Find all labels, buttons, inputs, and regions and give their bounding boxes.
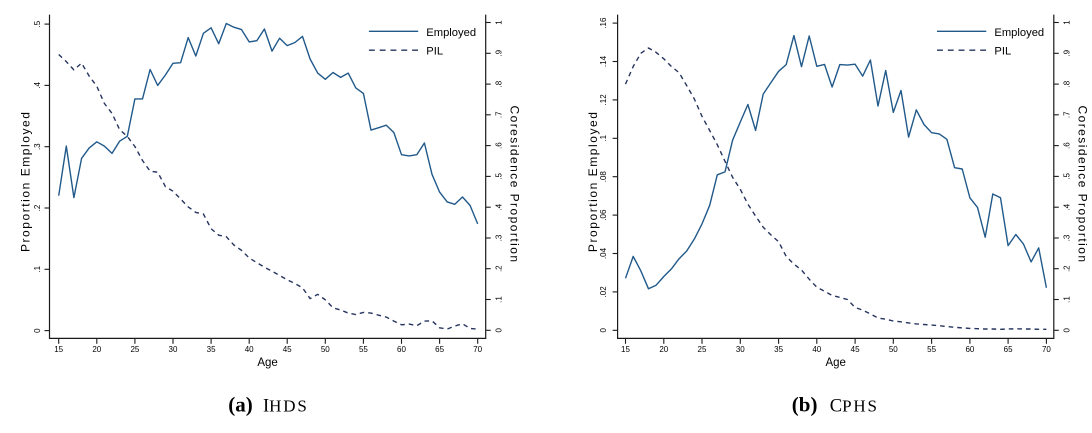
svg-text:.7: .7 [494,111,503,118]
svg-text:.5: .5 [33,20,42,27]
svg-text:70: 70 [473,345,482,354]
svg-text:15: 15 [621,345,630,354]
svg-text:.06: .06 [599,209,608,221]
svg-text:Proportion Employed: Proportion Employed [586,111,600,253]
svg-text:.3: .3 [33,143,42,150]
svg-text:.04: .04 [599,247,608,259]
svg-text:.3: .3 [494,234,503,241]
svg-text:.2: .2 [33,204,42,211]
svg-text:0: 0 [494,328,503,333]
svg-text:0: 0 [1062,328,1071,333]
svg-text:PIL: PIL [426,46,443,58]
svg-text:20: 20 [92,345,101,354]
svg-text:.3: .3 [1062,234,1071,241]
svg-text:70: 70 [1042,345,1051,354]
svg-text:.4: .4 [33,82,42,89]
svg-text:.6: .6 [494,142,503,149]
svg-text:.2: .2 [494,265,503,272]
svg-text:.14: .14 [599,55,608,67]
svg-text:65: 65 [1004,345,1013,354]
svg-text:.4: .4 [1062,203,1071,210]
svg-text:Coresidence Proportion: Coresidence Proportion [508,106,522,264]
svg-text:45: 45 [851,345,860,354]
svg-text:.1: .1 [599,134,608,141]
svg-text:55: 55 [359,345,368,354]
svg-text:Coresidence Proportion: Coresidence Proportion [1076,106,1090,264]
svg-text:65: 65 [435,345,444,354]
svg-text:1: 1 [1062,20,1071,25]
svg-text:.8: .8 [1062,80,1071,87]
svg-text:45: 45 [283,345,292,354]
svg-text:20: 20 [659,345,668,354]
svg-text:55: 55 [927,345,936,354]
svg-text:IHDS: IHDS [263,397,309,417]
svg-text:PIL: PIL [994,46,1011,58]
svg-text:.1: .1 [494,296,503,303]
svg-text:.1: .1 [33,265,42,272]
svg-text:.6: .6 [1062,142,1071,149]
svg-text:Employed: Employed [426,27,476,39]
svg-text:.9: .9 [494,49,503,56]
svg-text:.4: .4 [494,203,503,210]
svg-text:Employed: Employed [994,27,1044,39]
svg-text:35: 35 [207,345,216,354]
svg-text:30: 30 [169,345,178,354]
svg-text:.5: .5 [1062,173,1071,180]
svg-text:CPHS: CPHS [830,397,879,417]
svg-text:35: 35 [774,345,783,354]
svg-text:40: 40 [812,345,821,354]
svg-text:.2: .2 [1062,265,1071,272]
svg-text:.7: .7 [1062,111,1071,118]
svg-text:50: 50 [321,345,330,354]
svg-text:Age: Age [257,357,277,369]
svg-text:.9: .9 [1062,49,1071,56]
svg-text:(a): (a) [228,393,253,417]
svg-text:50: 50 [889,345,898,354]
svg-text:.1: .1 [1062,296,1071,303]
svg-text:25: 25 [130,345,139,354]
svg-text:15: 15 [54,345,63,354]
svg-text:60: 60 [397,345,406,354]
svg-text:0: 0 [599,328,608,333]
svg-text:Proportion Employed: Proportion Employed [18,111,32,253]
svg-text:60: 60 [965,345,974,354]
svg-text:Age: Age [825,357,845,369]
svg-text:1: 1 [494,20,503,25]
svg-text:25: 25 [698,345,707,354]
svg-text:30: 30 [736,345,745,354]
svg-text:.16: .16 [599,17,608,29]
svg-text:.02: .02 [599,286,608,298]
svg-text:.08: .08 [599,171,608,183]
svg-text:.12: .12 [599,94,608,106]
svg-text:0: 0 [33,328,42,333]
svg-text:.8: .8 [494,80,503,87]
svg-text:(b): (b) [792,393,818,417]
svg-text:.5: .5 [494,173,503,180]
svg-text:40: 40 [245,345,254,354]
